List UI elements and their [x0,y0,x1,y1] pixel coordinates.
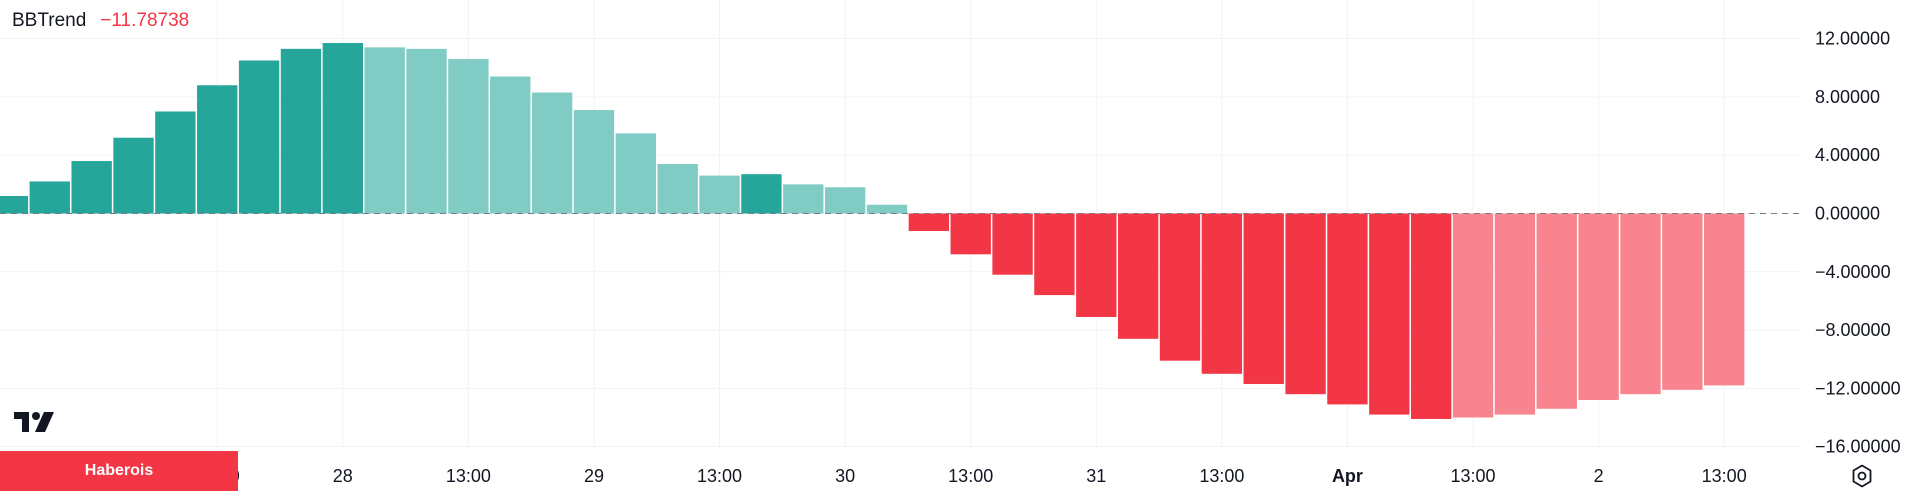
x-tick-label: 2 [1594,466,1604,486]
histogram-bar [531,92,573,214]
histogram-bar [824,187,866,214]
histogram-bar [1285,213,1326,395]
histogram-bar [1327,213,1368,405]
histogram-bar [113,137,154,214]
histogram-bar [866,204,908,214]
histogram-bar [992,213,1033,275]
y-tick-label: 8.00000 [1815,87,1880,107]
x-tick-label: 13:00 [697,466,742,486]
x-tick-label: 30 [835,466,855,486]
histogram-bar [1159,213,1201,361]
histogram-bar [1704,213,1745,386]
x-tick-label: 13:00 [1199,466,1244,486]
x-tick-label: 13:00 [948,466,993,486]
histogram-bar [364,47,405,214]
y-tick-label: 12.00000 [1815,29,1890,49]
y-tick-label: −16.00000 [1815,437,1901,457]
y-tick-label: −8.00000 [1815,320,1891,340]
histogram-bar [573,110,615,214]
x-tick-label: 13:00 [446,466,491,486]
y-axis: 12.00000 8.00000 4.00000 0.00000 −4.00000 −8.… [1815,29,1901,457]
histogram-bar [1662,213,1703,390]
x-tick-label: 31 [1086,466,1106,486]
histogram-bar [741,174,782,214]
histogram-bar [1117,213,1159,339]
histogram-bar [657,163,698,214]
x-tick-label: 29 [584,466,604,486]
histogram-bar [1494,213,1536,415]
indicator-name: BBTrend [12,10,87,31]
gear-icon[interactable] [1850,464,1874,488]
histogram-bars [0,43,1745,419]
histogram-bar [1536,213,1577,409]
histogram-bar [615,133,657,214]
indicator-value: −11.78738 [100,10,190,31]
x-tick-label: Apr [1332,466,1363,486]
tradingview-logo-icon[interactable] [14,410,60,434]
y-tick-label: −4.00000 [1815,262,1891,282]
histogram-bar [1578,213,1619,401]
histogram-bar [1243,213,1284,384]
histogram-bar [448,59,489,214]
histogram-bar [490,76,531,214]
y-tick-label: 0.00000 [1815,204,1880,224]
histogram-bar [155,111,196,214]
histogram-bar [1034,213,1075,296]
histogram-bar [908,213,950,231]
histogram-bar [322,43,363,214]
histogram-bar [1201,213,1243,374]
x-tick-label: 13:00 [1702,466,1747,486]
histogram-bar [783,184,824,214]
x-tick-label: 13:00 [1451,466,1496,486]
x-axis: 13:00 28 13:00 29 13:00 30 13:00 31 13:00 Apr 13:0… [195,466,1747,486]
watermark-badge: Haberois [0,451,238,491]
histogram-bar [406,48,447,214]
x-tick-label: 28 [333,466,353,486]
y-tick-label: 4.00000 [1815,145,1880,165]
histogram-bar [280,48,322,214]
histogram-bar [29,181,70,214]
histogram-bar [0,196,29,214]
histogram-bar [1369,213,1410,415]
y-tick-label: −12.00000 [1815,378,1901,398]
histogram-bar [950,213,991,255]
histogram-bar [1410,213,1452,419]
histogram-bar [238,60,280,214]
histogram-bar [699,175,740,214]
histogram-bar [1620,213,1661,395]
indicator-legend[interactable]: BBTrend −11.78738 [12,10,189,32]
histogram-bar [71,161,112,214]
histogram-bar [1076,213,1117,317]
histogram-bar [197,85,238,214]
histogram-bar [1452,213,1494,418]
badge-label: Haberois [84,462,154,479]
